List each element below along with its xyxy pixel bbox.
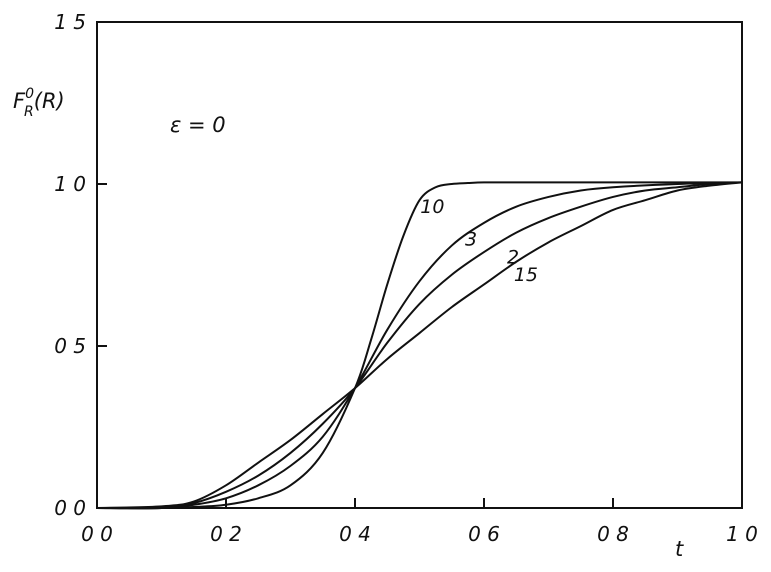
ticks — [96, 21, 743, 509]
x-tick-label-3: 0 6 — [468, 522, 500, 546]
x-tick-label-5: 1 0 — [726, 522, 758, 546]
curve-label-15: 15 — [514, 264, 538, 286]
series-line-3 — [96, 181, 743, 510]
y-axis-label-main: F — [13, 89, 26, 113]
x-tick-label-1: 0 2 — [210, 522, 242, 546]
y-axis-label-sup: 0 — [25, 86, 34, 102]
condition-annotation: ε = 0 — [170, 113, 226, 137]
y-axis-label-arg: (R) — [34, 89, 65, 113]
y-axis-label-sub: R — [24, 104, 34, 120]
x-tick-label-4: 0 8 — [597, 522, 629, 546]
curve-label-2: 2 — [507, 246, 519, 268]
y-tick-label-3: 1 5 — [54, 10, 86, 34]
curve-labels: 10 3 215 — [420, 196, 538, 286]
y-tick-label-2: 1 0 — [54, 172, 86, 196]
series-line-10 — [96, 181, 742, 510]
series-line-15 — [96, 181, 743, 509]
x-axis-label: t — [675, 537, 684, 561]
y-tick-label-0: 0 0 — [54, 496, 86, 520]
series-lines — [96, 181, 743, 510]
y-axis-label: F0 R(R) — [13, 86, 65, 120]
curve-label-3: 3 — [465, 229, 477, 251]
x-tick-label-0: 0 0 — [81, 522, 113, 546]
y-tick-label-1: 0 5 — [54, 334, 86, 358]
tick-labels: 0 0 0 2 0 4 0 6 0 8 1 0 0 0 0 5 1 0 1 5 — [54, 10, 758, 546]
x-tick-label-2: 0 4 — [339, 522, 371, 546]
curve-label-10: 10 — [420, 196, 444, 218]
plot-frame — [96, 21, 743, 509]
series-line-2 — [96, 181, 743, 510]
